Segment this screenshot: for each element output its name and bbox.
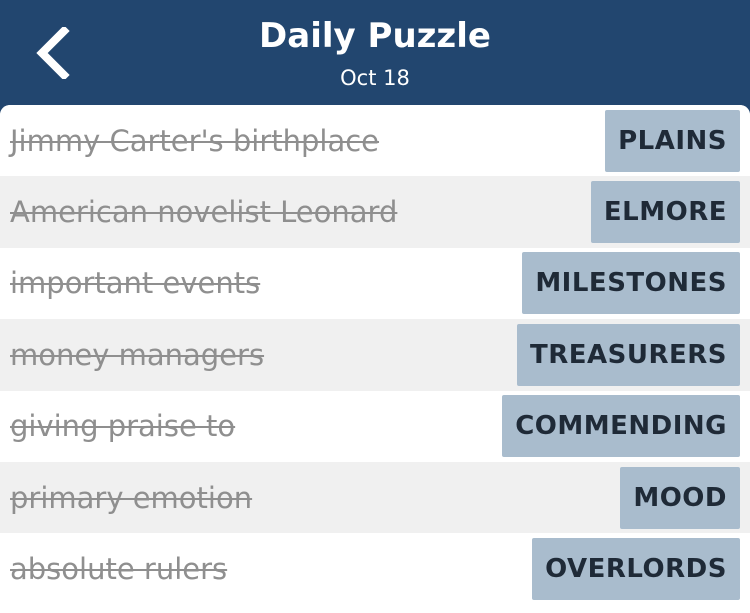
clue-text: giving praise to [10,409,236,444]
answer-badge[interactable]: ELMORE [590,181,740,244]
clue-row[interactable]: primary emotion MOOD [0,461,750,534]
answer-badge[interactable]: MILESTONES [522,252,740,315]
clue-row[interactable]: money managers TREASURERS [0,319,750,391]
clue-row[interactable]: important events MILESTONES [0,247,750,320]
header-bar: Daily Puzzle Oct 18 [0,0,750,105]
puzzle-date: Oct 18 [340,66,410,90]
clue-row[interactable]: giving praise to COMMENDING [0,390,750,462]
answer-badge[interactable]: MOOD [620,466,740,529]
answer-badge[interactable]: TREASURERS [516,323,740,386]
clue-text: money managers [10,337,265,372]
clue-row[interactable]: absolute rulers OVERLORDS [0,533,750,605]
clue-text: primary emotion [10,480,253,515]
clue-text: American novelist Leonard [10,195,398,230]
answer-badge[interactable]: OVERLORDS [532,538,740,601]
back-button[interactable] [26,22,78,84]
page-title: Daily Puzzle [259,16,491,56]
chevron-left-icon [36,27,70,79]
clue-row[interactable]: Jimmy Carter's birthplace PLAINS [0,105,750,177]
answer-badge[interactable]: COMMENDING [502,395,740,458]
clue-text: absolute rulers [10,552,228,587]
answer-badge[interactable]: PLAINS [605,109,740,172]
clue-list: Jimmy Carter's birthplace PLAINS America… [0,105,750,613]
clue-row[interactable]: American novelist Leonard ELMORE [0,176,750,248]
clue-text: important events [10,266,261,301]
clue-text: Jimmy Carter's birthplace [10,123,380,158]
